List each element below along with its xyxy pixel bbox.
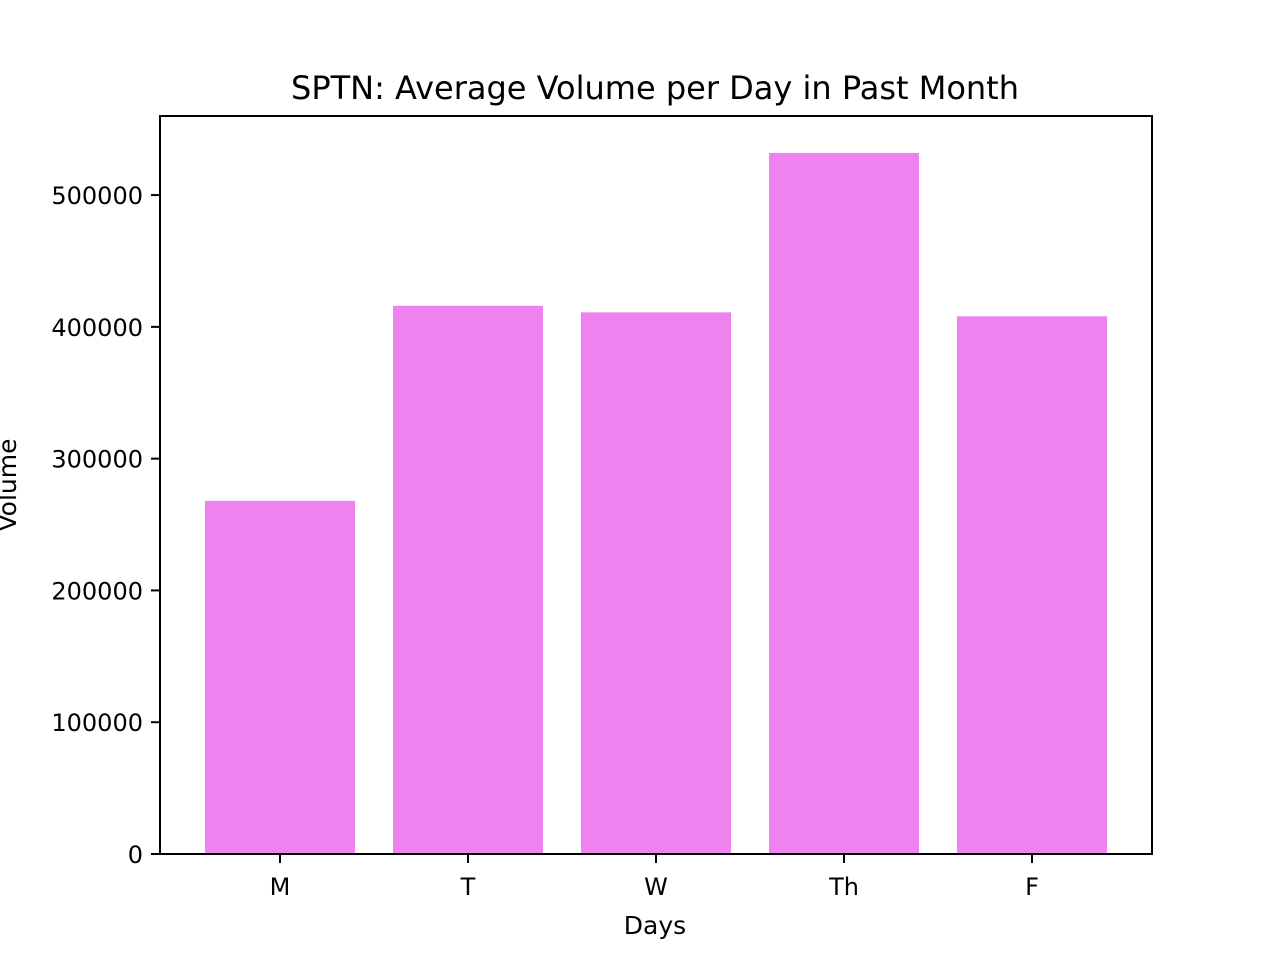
x-axis: M T W Th F bbox=[270, 854, 1039, 901]
bars-layer bbox=[205, 152, 1107, 854]
x-axis-label: Days bbox=[624, 911, 686, 940]
y-axis: 0 100000 200000 300000 400000 500000 bbox=[51, 182, 160, 869]
y-tick-label: 0 bbox=[128, 841, 143, 869]
y-axis-label: Volume bbox=[0, 439, 22, 532]
y-tick-label: 200000 bbox=[51, 577, 143, 605]
x-tick-label: T bbox=[460, 873, 476, 901]
bar-w bbox=[581, 312, 731, 854]
bar-t bbox=[393, 305, 543, 854]
bar-f bbox=[957, 316, 1107, 854]
bar-m bbox=[205, 500, 355, 854]
y-tick-label: 400000 bbox=[51, 314, 143, 342]
plot-frame bbox=[159, 115, 1153, 855]
bar-th bbox=[769, 152, 919, 854]
chart-title: SPTN: Average Volume per Day in Past Mon… bbox=[291, 69, 1019, 107]
x-tick-label: W bbox=[644, 873, 668, 901]
y-tick-label: 100000 bbox=[51, 709, 143, 737]
y-tick-label: 500000 bbox=[51, 182, 143, 210]
x-tick-label: M bbox=[270, 873, 291, 901]
x-tick-label: F bbox=[1025, 873, 1039, 901]
x-tick-label: Th bbox=[828, 873, 859, 901]
y-tick-label: 300000 bbox=[51, 446, 143, 474]
